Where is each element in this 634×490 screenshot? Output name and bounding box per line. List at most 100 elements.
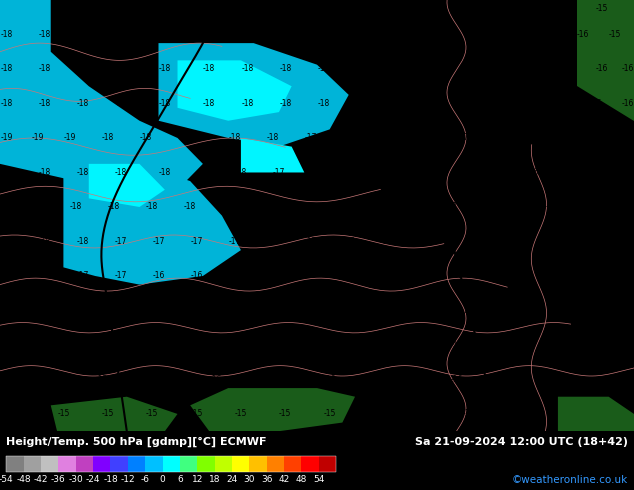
Bar	[23, 456, 41, 472]
Text: -16: -16	[577, 271, 590, 280]
Text: -18: -18	[76, 65, 89, 74]
Text: -17: -17	[412, 4, 425, 13]
Bar	[162, 456, 180, 472]
Text: -17: -17	[273, 168, 285, 177]
Text: -15: -15	[463, 410, 476, 418]
Text: -15: -15	[171, 375, 184, 384]
Text: -17: -17	[19, 341, 32, 349]
Text: -15: -15	[190, 410, 203, 418]
Text: -17: -17	[564, 65, 577, 74]
Text: -18: -18	[355, 65, 368, 74]
Text: -17: -17	[304, 133, 317, 143]
Text: -17: -17	[190, 237, 203, 246]
Text: -15: -15	[171, 341, 184, 349]
Text: -18: -18	[114, 168, 127, 177]
Text: -18: -18	[361, 30, 374, 39]
Text: -17: -17	[514, 237, 526, 246]
Text: 18: 18	[209, 475, 220, 484]
Text: -18: -18	[158, 65, 171, 74]
Polygon shape	[158, 43, 349, 147]
Text: -16: -16	[399, 410, 412, 418]
Text: -16: -16	[621, 168, 634, 177]
Text: -17: -17	[336, 202, 349, 212]
Text: -19: -19	[165, 30, 178, 39]
Text: -15: -15	[596, 4, 609, 13]
Text: -18: -18	[197, 168, 209, 177]
Bar	[267, 456, 284, 472]
Text: -18: -18	[0, 65, 13, 74]
Text: -16: -16	[152, 271, 165, 280]
Text: -16: -16	[171, 306, 184, 315]
Text: -17: -17	[425, 168, 437, 177]
Text: -17: -17	[545, 237, 558, 246]
Text: -17: -17	[456, 306, 469, 315]
Text: -15: -15	[235, 410, 247, 418]
Text: -18: -18	[38, 271, 51, 280]
Text: -16: -16	[577, 237, 590, 246]
Text: -16: -16	[57, 341, 70, 349]
Text: -18: -18	[266, 133, 279, 143]
Text: -17: -17	[431, 65, 444, 74]
Text: -17: -17	[482, 237, 495, 246]
Text: -18: -18	[184, 133, 197, 143]
Text: 24: 24	[226, 475, 238, 484]
Text: -17: -17	[361, 306, 374, 315]
Text: -17: -17	[311, 168, 323, 177]
Text: -16: -16	[247, 375, 260, 384]
Text: -15: -15	[323, 410, 336, 418]
Text: -16: -16	[621, 133, 634, 143]
Text: 36: 36	[261, 475, 273, 484]
Text: -19: -19	[209, 30, 222, 39]
Text: -17: -17	[76, 271, 89, 280]
Text: -18: -18	[120, 30, 133, 39]
Text: -17: -17	[418, 133, 431, 143]
Text: -16: -16	[609, 237, 621, 246]
Text: -16: -16	[590, 133, 602, 143]
Text: -18: -18	[184, 202, 197, 212]
Text: -18: -18	[38, 99, 51, 108]
Bar	[214, 456, 232, 472]
Text: -18: -18	[38, 168, 51, 177]
Bar	[75, 456, 93, 472]
Text: -15: -15	[431, 410, 444, 418]
Bar	[319, 456, 336, 472]
Text: -17: -17	[228, 271, 241, 280]
Text: -17: -17	[304, 271, 317, 280]
Text: -17: -17	[418, 341, 431, 349]
Text: -16: -16	[526, 4, 539, 13]
Polygon shape	[178, 60, 292, 121]
Text: -17: -17	[355, 99, 368, 108]
Text: -17: -17	[374, 4, 387, 13]
Text: -17: -17	[545, 271, 558, 280]
Text: -16: -16	[374, 202, 387, 212]
Text: -18: -18	[260, 202, 273, 212]
Text: -17: -17	[393, 306, 406, 315]
Text: -16: -16	[450, 375, 463, 384]
Text: -17: -17	[266, 237, 279, 246]
Text: ©weatheronline.co.uk: ©weatheronline.co.uk	[512, 475, 628, 485]
Text: -18: -18	[317, 99, 330, 108]
Text: -18: -18	[70, 202, 82, 212]
Text: -18: -18	[0, 99, 13, 108]
Text: -19: -19	[0, 271, 13, 280]
Text: -15: -15	[482, 375, 495, 384]
Text: -17: -17	[19, 306, 32, 315]
Bar	[41, 456, 58, 472]
Text: -48: -48	[16, 475, 31, 484]
Text: -18: -18	[38, 237, 51, 246]
Text: -18: -18	[222, 202, 235, 212]
Text: -17: -17	[349, 168, 361, 177]
Text: -18: -18	[469, 65, 482, 74]
Text: -18: -18	[76, 99, 89, 108]
Bar	[110, 456, 128, 472]
Text: -16: -16	[545, 202, 558, 212]
Text: -17: -17	[380, 271, 393, 280]
Text: 48: 48	[295, 475, 307, 484]
Text: -16: -16	[545, 30, 558, 39]
Text: -16: -16	[621, 65, 634, 74]
Bar	[249, 456, 267, 472]
Text: -18: -18	[235, 168, 247, 177]
Text: -16: -16	[488, 4, 501, 13]
Text: -15: -15	[609, 30, 621, 39]
Bar	[197, 456, 214, 472]
